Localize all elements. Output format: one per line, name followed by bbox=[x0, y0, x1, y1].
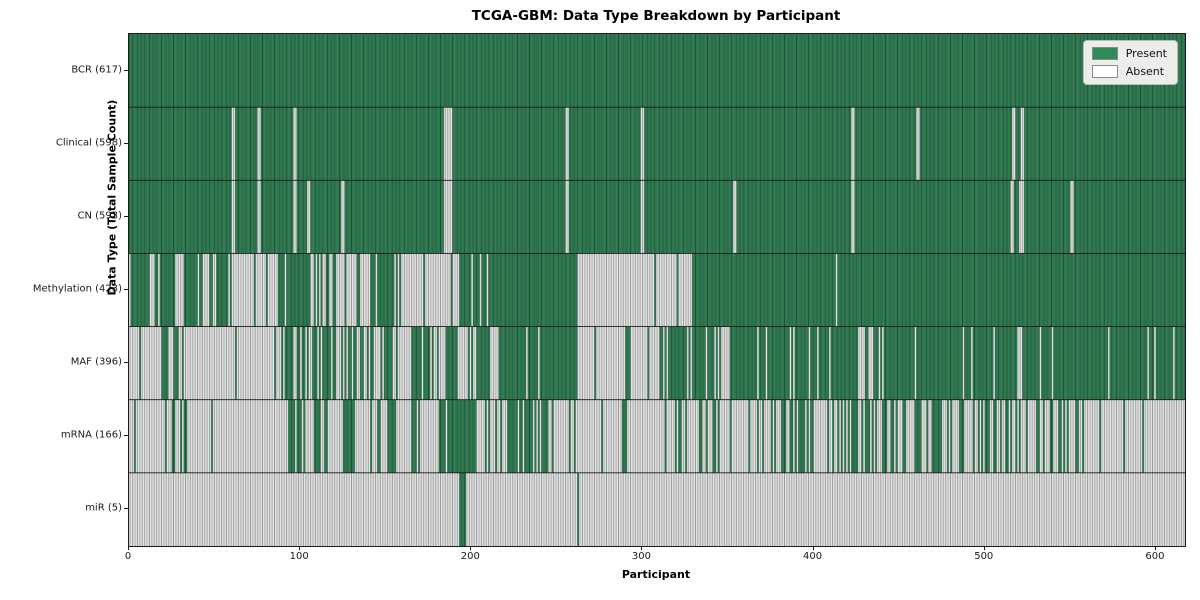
legend-item-absent: Absent bbox=[1091, 65, 1167, 78]
ytick-mark bbox=[124, 362, 128, 364]
xtick-mark bbox=[470, 546, 472, 550]
ytick-mark bbox=[124, 215, 128, 217]
ytick-label-mRNA: mRNA (166) bbox=[60, 429, 122, 441]
xtick-label-100: 100 bbox=[289, 551, 309, 562]
ytick-label-MAF: MAF (396) bbox=[70, 356, 122, 368]
xtick-label-300: 300 bbox=[631, 551, 651, 562]
ytick-label-CN: CN (593) bbox=[77, 210, 122, 222]
x-axis-label: Participant bbox=[621, 568, 691, 581]
legend-swatch-present bbox=[1091, 47, 1118, 60]
plot-canvas bbox=[129, 34, 1185, 546]
ytick-label-miR: miR (5) bbox=[85, 502, 122, 514]
xtick-label-200: 200 bbox=[460, 551, 480, 562]
legend-item-present: Present bbox=[1091, 47, 1167, 60]
xtick-mark bbox=[812, 546, 814, 550]
ytick-label-BCR: BCR (617) bbox=[71, 64, 122, 76]
xtick-mark bbox=[641, 546, 643, 550]
plot-area: Present Absent bbox=[128, 33, 1186, 547]
xtick-label-600: 600 bbox=[1145, 551, 1165, 562]
ytick-label-Methylation: Methylation (423) bbox=[32, 283, 122, 295]
ytick-mark bbox=[124, 289, 128, 290]
legend-swatch-absent bbox=[1091, 65, 1118, 78]
xtick-label-500: 500 bbox=[974, 551, 994, 562]
legend: Present Absent bbox=[1082, 40, 1178, 85]
ytick-mark bbox=[124, 69, 128, 71]
ytick-label-Clinical: Clinical (598) bbox=[55, 137, 122, 149]
xtick-label-0: 0 bbox=[124, 551, 132, 562]
legend-label-absent: Absent bbox=[1125, 65, 1165, 78]
xtick-label-400: 400 bbox=[803, 551, 823, 562]
ytick-mark bbox=[124, 508, 128, 510]
ytick-mark bbox=[124, 142, 128, 144]
chart-title: TCGA-GBM: Data Type Breakdown by Partici… bbox=[471, 8, 841, 24]
xtick-mark bbox=[299, 546, 301, 550]
ytick-mark bbox=[124, 435, 128, 437]
xtick-mark bbox=[1154, 546, 1156, 550]
xtick-mark bbox=[128, 546, 129, 550]
y-axis-label: Data Type (Total Sample Count) bbox=[105, 99, 119, 296]
xtick-mark bbox=[983, 546, 985, 550]
legend-label-present: Present bbox=[1125, 47, 1167, 60]
